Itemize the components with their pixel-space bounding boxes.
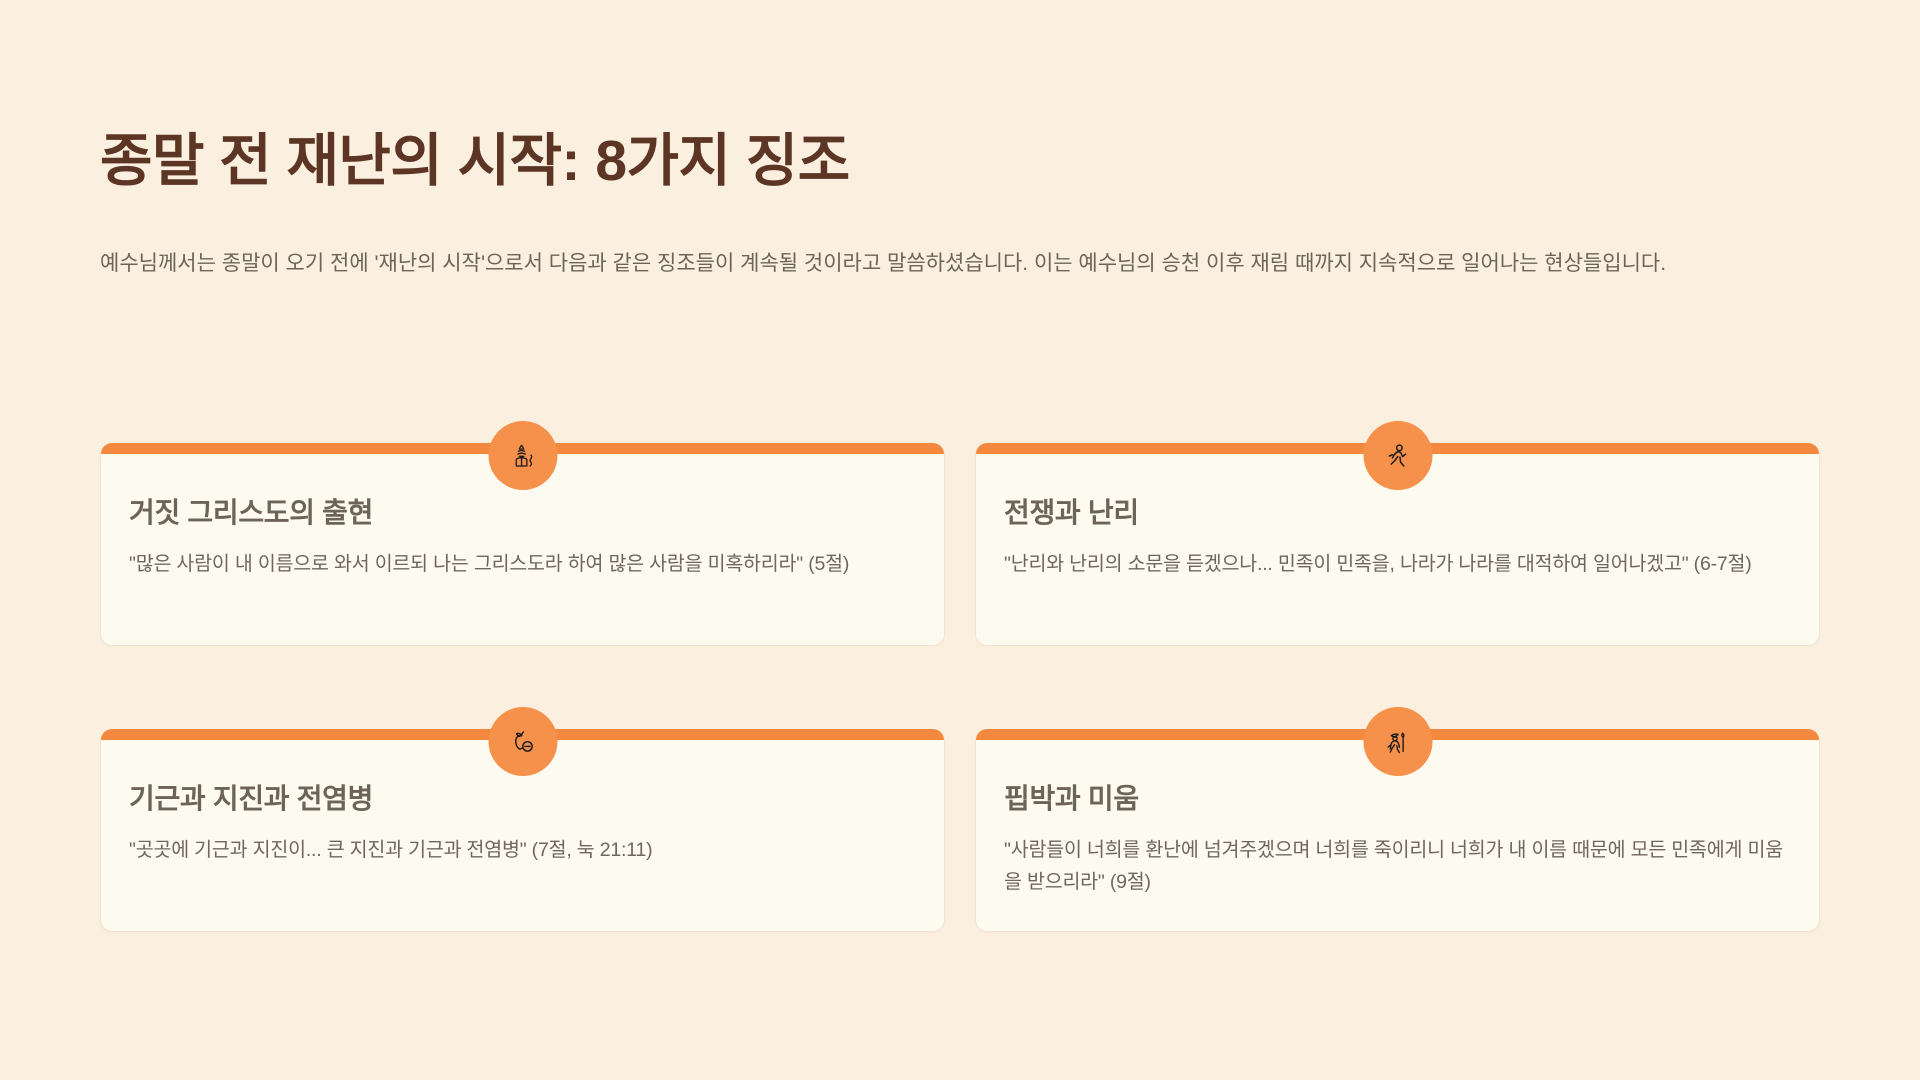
card-wrapper: 전쟁과 난리 "난리와 난리의 소문을 듣겠으나... 민족이 민족을, 나라가…	[975, 421, 1820, 646]
page-subtitle: 예수님께서는 종말이 오기 전에 '재난의 시작'으로서 다음과 같은 징조들이…	[100, 252, 1667, 276]
card-title: 기근과 지진과 전염병	[129, 783, 374, 814]
sign-card[interactable]: 전쟁과 난리 "난리와 난리의 소문을 듣겠으나... 민족이 민족을, 나라가…	[975, 421, 1820, 646]
apple-minus-icon	[488, 707, 557, 776]
card-scripture-text: "사람들이 너희를 환난에 넘겨주겠으며 너희를 죽이리니 너희가 내 이름 때…	[1004, 839, 1783, 893]
card-wrapper: 기근과 지진과 전염병 "곳곳에 기근과 지진이... 큰 지진과 기근과 전염…	[100, 707, 945, 932]
card-wrapper: 핍박과 미움 "사람들이 너희를 환난에 넘겨주겠으며 너희를 죽이리니 너희가…	[975, 707, 1820, 932]
torch-bearer-icon	[1363, 707, 1432, 776]
card-scripture-text: "많은 사람이 내 이름으로 와서 이르되 나는 그리스도라 하여 많은 사람을…	[129, 553, 850, 576]
page-header: 종말 전 재난의 시작: 8가지 징조 예수님께서는 종말이 오기 전에 '재난…	[0, 0, 1920, 281]
card-title: 전쟁과 난리	[1004, 497, 1139, 528]
signs-card-grid: 거짓 그리스도의 출현 "많은 사람이 내 이름으로 와서 이르되 나는 그리스…	[100, 421, 1820, 932]
sign-card[interactable]: 기근과 지진과 전염병 "곳곳에 기근과 지진이... 큰 지진과 기근과 전염…	[100, 707, 945, 932]
sign-card[interactable]: 거짓 그리스도의 출현 "많은 사람이 내 이름으로 와서 이르되 나는 그리스…	[100, 421, 945, 646]
card-wrapper: 거짓 그리스도의 출현 "많은 사람이 내 이름으로 와서 이르되 나는 그리스…	[100, 421, 945, 646]
card-title: 거짓 그리스도의 출현	[129, 497, 374, 528]
false-prophet-icon	[488, 421, 557, 490]
card-scripture-text: "난리와 난리의 소문을 듣겠으나... 민족이 민족을, 나라가 나라를 대적…	[1004, 553, 1752, 576]
card-scripture-text: "곳곳에 기근과 지진이... 큰 지진과 기근과 전염병" (7절, 눅 21…	[129, 839, 653, 862]
sign-card[interactable]: 핍박과 미움 "사람들이 너희를 환난에 넘겨주겠으며 너희를 죽이리니 너희가…	[975, 707, 1820, 932]
page-title: 종말 전 재난의 시작: 8가지 징조	[100, 129, 850, 193]
card-title: 핍박과 미움	[1004, 783, 1139, 814]
running-fighter-icon	[1363, 421, 1432, 490]
